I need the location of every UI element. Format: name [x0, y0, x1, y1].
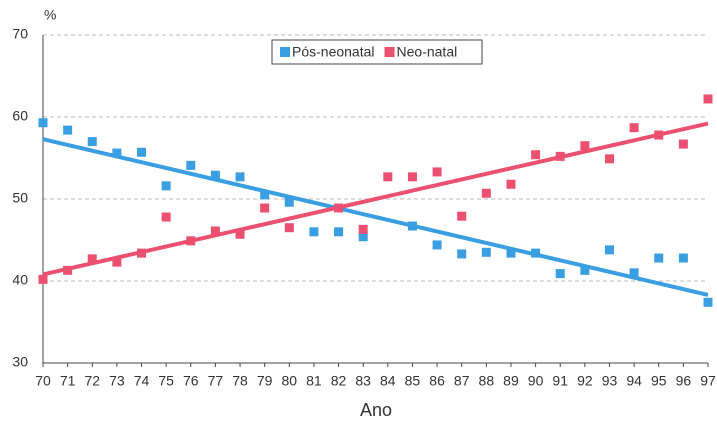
y-tick-label: 30: [12, 354, 28, 370]
point: [137, 248, 147, 258]
x-tick-label: 80: [282, 373, 298, 389]
point: [334, 203, 344, 213]
x-tick-label: 86: [429, 373, 445, 389]
x-tick-label: 94: [626, 373, 642, 389]
point: [186, 236, 196, 246]
point: [112, 148, 122, 158]
x-tick-label: 77: [208, 373, 224, 389]
point: [531, 150, 541, 160]
legend-label: Pós-neonatal: [292, 44, 375, 60]
y-axis-label: %: [44, 7, 56, 23]
point: [457, 211, 467, 221]
point: [235, 172, 245, 182]
point: [383, 172, 393, 182]
x-tick-label: 97: [700, 373, 716, 389]
point: [87, 137, 97, 147]
x-tick-label: 93: [602, 373, 618, 389]
x-tick-label: 87: [454, 373, 470, 389]
legend-swatch: [384, 47, 395, 57]
point: [260, 203, 270, 213]
point: [358, 224, 368, 234]
point: [309, 227, 319, 237]
legend-label: Neo-natal: [397, 44, 458, 60]
x-tick-label: 92: [577, 373, 593, 389]
point: [161, 181, 171, 191]
x-tick-label: 95: [651, 373, 667, 389]
x-tick-label: 84: [380, 373, 396, 389]
x-tick-label: 71: [60, 373, 76, 389]
point: [334, 227, 344, 237]
point: [580, 265, 590, 275]
x-tick-label: 74: [134, 373, 150, 389]
x-tick-label: 96: [676, 373, 692, 389]
legend-swatch: [280, 47, 290, 57]
point: [678, 139, 688, 149]
y-tick-label: 50: [12, 190, 28, 206]
point: [654, 130, 664, 140]
x-tick-label: 75: [158, 373, 174, 389]
point: [260, 190, 270, 200]
y-tick-label: 60: [12, 108, 28, 124]
point: [506, 179, 516, 189]
point: [161, 212, 171, 222]
point: [235, 229, 245, 239]
point: [703, 297, 713, 307]
x-tick-label: 91: [552, 373, 568, 389]
point: [531, 248, 541, 258]
point: [481, 247, 491, 257]
point: [432, 240, 442, 250]
point: [555, 269, 565, 279]
trend-line: [42, 137, 709, 297]
point: [38, 274, 48, 284]
x-tick-label: 78: [232, 373, 248, 389]
point: [407, 221, 417, 231]
legend: Pós-neonatal Neo-natal: [271, 39, 483, 65]
point: [432, 167, 442, 177]
x-tick-label: 73: [109, 373, 125, 389]
x-tick-label: 81: [306, 373, 322, 389]
point: [210, 226, 220, 236]
point: [555, 151, 565, 161]
x-tick-label: 90: [528, 373, 544, 389]
point: [506, 248, 516, 258]
x-tick-label: 85: [405, 373, 421, 389]
point: [38, 118, 48, 128]
point: [284, 197, 294, 207]
point: [457, 249, 467, 259]
legend-box: [271, 39, 483, 65]
x-tick-label: 79: [257, 373, 273, 389]
point: [112, 257, 122, 267]
x-tick-label: 82: [331, 373, 347, 389]
point: [186, 160, 196, 170]
point: [137, 147, 147, 157]
point: [358, 232, 368, 242]
x-tick-label: 70: [35, 373, 51, 389]
point: [87, 254, 97, 264]
point: [604, 154, 614, 164]
y-tick-label: 70: [12, 26, 28, 42]
point: [63, 125, 73, 135]
point: [210, 170, 220, 180]
point: [678, 253, 688, 263]
point: [407, 172, 417, 182]
point: [703, 94, 713, 104]
x-tick-label: 72: [84, 373, 100, 389]
x-tick-label: 76: [183, 373, 199, 389]
point: [63, 265, 73, 275]
point: [580, 141, 590, 151]
point: [629, 123, 639, 133]
x-tick-label: 88: [479, 373, 495, 389]
y-tick-label: 40: [12, 272, 28, 288]
x-tick-label: 89: [503, 373, 519, 389]
x-tick-label: 83: [355, 373, 371, 389]
trend-line: [42, 121, 709, 277]
point: [629, 268, 639, 278]
point: [481, 188, 491, 198]
x-axis-label: Ano: [360, 400, 392, 420]
point: [284, 223, 294, 233]
point: [604, 245, 614, 255]
point: [654, 253, 664, 263]
